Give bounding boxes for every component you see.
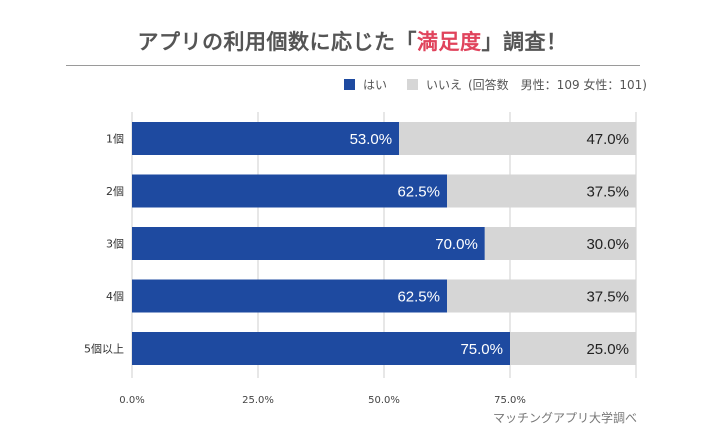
legend-respondent-note: (回答数 男性：109 女性：101) [468, 78, 647, 92]
data-label-no: 30.0% [586, 236, 629, 253]
data-label-no: 37.5% [586, 289, 629, 306]
data-label-no: 25.0% [586, 341, 629, 358]
category-label: 3個 [106, 238, 124, 251]
bar-no [484, 227, 636, 260]
data-label-no: 47.0% [586, 131, 629, 148]
legend-item-yes: はい [343, 76, 387, 93]
title-divider [66, 65, 640, 66]
x-tick-label: 50.0% [368, 395, 400, 406]
x-tick-label: 0.0% [119, 395, 144, 406]
title-prefix: アプリの利用個数に応じた「 [137, 30, 417, 54]
title-suffix: 」調査！ [481, 30, 568, 54]
source-credit: マッチングアプリ大学調べ [492, 411, 637, 425]
data-label-yes: 70.0% [435, 236, 478, 253]
category-label: 4個 [106, 290, 124, 303]
data-label-yes: 62.5% [397, 289, 440, 306]
chart-title: アプリの利用個数に応じた「満足度」調査！ [0, 26, 705, 56]
bar-yes [132, 174, 447, 208]
bar-yes [132, 332, 510, 365]
x-tick-label: 75.0% [494, 395, 526, 406]
bar-no [447, 279, 636, 313]
bar-no [447, 174, 636, 208]
x-tick-label: 25.0% [242, 395, 274, 406]
chart-legend: はい いいえ (回答数 男性：109 女性：101) [343, 76, 647, 93]
title-highlight: 満足度 [417, 30, 482, 54]
legend-swatch-yes [343, 79, 355, 90]
legend-swatch-no [406, 79, 418, 90]
data-label-yes: 62.5% [397, 184, 440, 201]
data-label-yes: 75.0% [460, 341, 503, 358]
legend-label-no: いいえ [425, 78, 462, 92]
bar-yes [132, 279, 447, 313]
legend-label-yes: はい [362, 78, 387, 92]
bar-no [510, 332, 636, 365]
bar-yes [132, 122, 400, 155]
legend-item-no: いいえ (回答数 男性：109 女性：101) [406, 76, 647, 93]
category-label: 5個以上 [84, 343, 124, 356]
category-label: 1個 [106, 133, 124, 146]
data-label-yes: 53.0% [350, 131, 393, 148]
category-label: 2個 [106, 185, 124, 198]
bar-no [399, 122, 636, 155]
data-label-no: 37.5% [586, 184, 629, 201]
bar-yes [132, 227, 485, 260]
